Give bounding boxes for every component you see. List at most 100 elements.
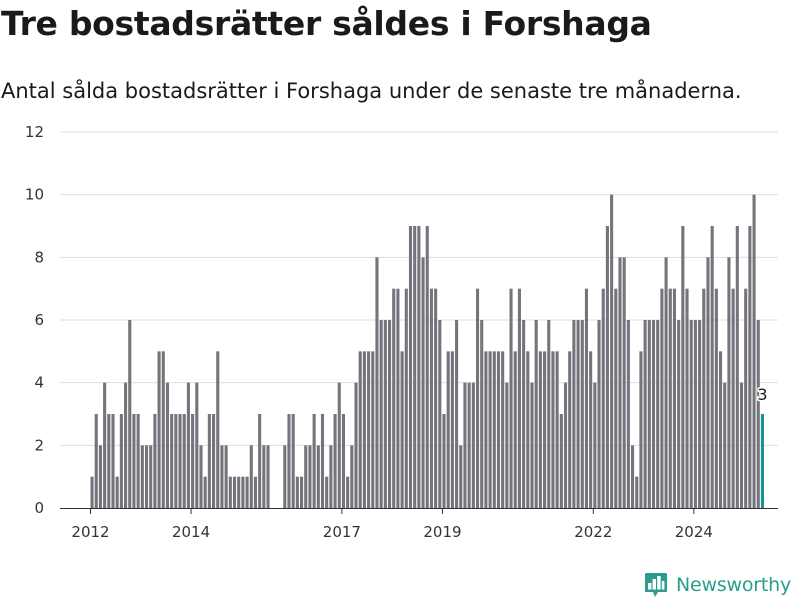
bar (480, 320, 484, 508)
bar (522, 320, 526, 508)
bar (191, 414, 195, 508)
bar (735, 226, 739, 508)
bar (392, 288, 396, 508)
bar (563, 382, 568, 508)
bar (505, 382, 509, 508)
bar (232, 476, 237, 508)
bar (568, 351, 572, 508)
bar (153, 414, 157, 508)
bar (295, 476, 299, 508)
annotations: 3 (756, 384, 769, 406)
bar (501, 351, 505, 508)
x-tick-label: 2022 (574, 523, 612, 541)
bar (396, 288, 400, 508)
brand-name: Newsworthy (676, 574, 792, 596)
bar (576, 320, 580, 508)
bar (358, 351, 362, 508)
bar (237, 476, 241, 508)
bar (195, 382, 199, 508)
bar (526, 351, 530, 508)
bar (165, 382, 170, 508)
bar (723, 382, 727, 508)
bar (316, 445, 320, 508)
bar (144, 445, 149, 508)
y-tick-label: 12 (25, 123, 44, 141)
bar (304, 445, 308, 508)
bar (463, 382, 467, 508)
bar (438, 320, 442, 508)
bar (283, 445, 287, 508)
bar (333, 414, 337, 508)
bar (350, 445, 354, 508)
bar (90, 476, 94, 508)
bar (492, 351, 496, 508)
bar (622, 257, 626, 508)
bar (312, 414, 316, 508)
bar (94, 414, 98, 508)
bar (413, 226, 417, 508)
y-axis-ticks: 0 2 4 6 8 10 12 (25, 123, 44, 517)
bar (199, 445, 203, 508)
bar (161, 351, 165, 508)
bar (228, 476, 232, 508)
bar (157, 351, 161, 508)
bar (647, 320, 651, 508)
bar (425, 226, 429, 508)
bar (262, 445, 266, 508)
bar (752, 194, 756, 509)
bar (459, 445, 463, 508)
chart-title: Tre bostadsrätter såldes i Forshaga (1, 4, 652, 43)
bar (341, 414, 345, 508)
bar (450, 351, 454, 508)
bar (618, 257, 622, 508)
bar (488, 351, 492, 508)
bar (375, 257, 379, 508)
bar-highlight (760, 414, 764, 508)
bar (555, 351, 559, 508)
bar (727, 257, 731, 508)
bar (136, 414, 140, 508)
bar (115, 476, 119, 508)
bar (572, 320, 576, 508)
bar (668, 288, 672, 508)
x-tick-label: 2024 (675, 523, 713, 541)
bar (660, 288, 664, 508)
bar (421, 257, 425, 508)
bar (387, 320, 392, 508)
bar (207, 414, 211, 508)
bar (245, 476, 249, 508)
bar (719, 351, 723, 508)
bar (639, 351, 643, 508)
bar (434, 288, 438, 508)
bar (178, 414, 182, 508)
bar (119, 414, 123, 508)
bar (329, 445, 333, 508)
bar (513, 351, 517, 508)
bar (371, 351, 375, 508)
bar (258, 414, 262, 508)
y-tick-label: 2 (34, 436, 44, 454)
bar (672, 288, 677, 508)
newsworthy-logo[interactable]: Newsworthy (644, 570, 791, 600)
bar (643, 320, 647, 508)
bar (756, 320, 760, 508)
bar (651, 320, 656, 508)
bar (689, 320, 693, 508)
bar (379, 320, 383, 508)
bar (220, 445, 224, 508)
bar (308, 445, 312, 508)
bar (446, 351, 450, 508)
bar (300, 476, 304, 508)
bar (253, 476, 258, 508)
bar (140, 445, 144, 508)
bar (325, 476, 329, 508)
bar (149, 445, 153, 508)
bar (714, 288, 718, 508)
bar (702, 288, 706, 508)
bar (467, 382, 471, 508)
bar (266, 445, 270, 508)
bar (664, 257, 668, 508)
y-tick-label: 0 (34, 499, 44, 517)
bar (471, 382, 475, 508)
bar (475, 288, 480, 508)
